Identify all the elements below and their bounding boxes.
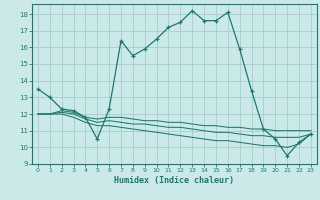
X-axis label: Humidex (Indice chaleur): Humidex (Indice chaleur) [115,176,234,185]
